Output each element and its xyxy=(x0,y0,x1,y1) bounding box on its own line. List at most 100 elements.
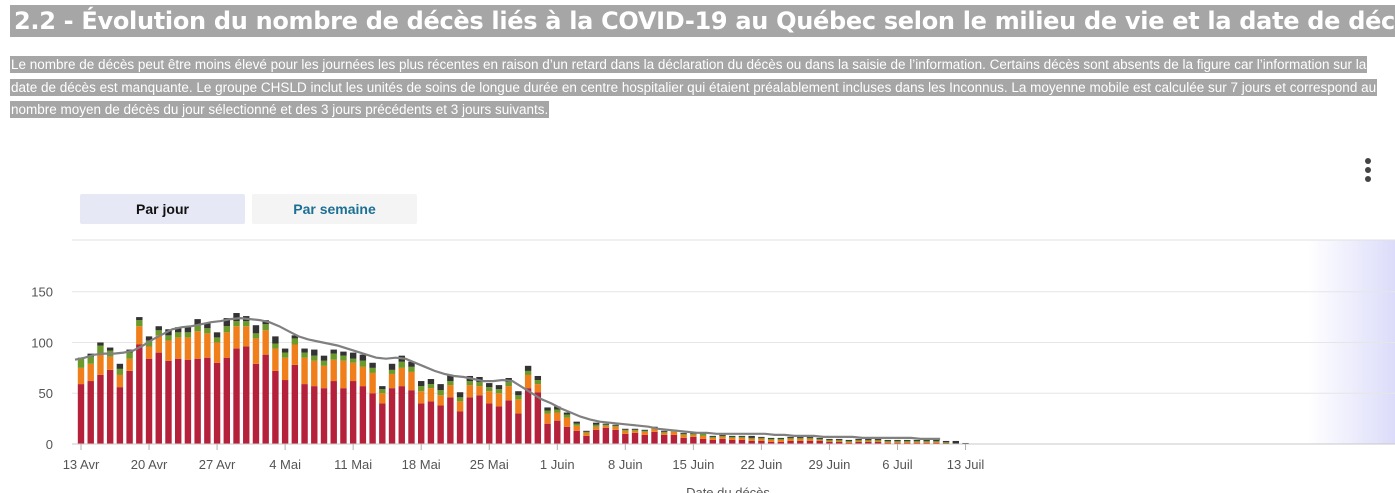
bar-segment-inconnu[interactable] xyxy=(787,436,794,438)
bar-segment-chsld[interactable] xyxy=(291,364,299,444)
bar-segment-autre[interactable] xyxy=(349,358,357,363)
bar-segment-rpa[interactable] xyxy=(379,393,386,404)
bar-segment-inconnu[interactable] xyxy=(797,436,804,438)
bar-segment-autre[interactable] xyxy=(797,437,804,439)
bar-segment-rpa[interactable] xyxy=(816,439,823,441)
bar-segment-inconnu[interactable] xyxy=(291,335,299,339)
bar-segment-rpa[interactable] xyxy=(719,436,726,439)
bar-segment-rpa[interactable] xyxy=(806,438,814,441)
bar-segment-autre[interactable] xyxy=(602,424,610,426)
bar-segment-inconnu[interactable] xyxy=(806,436,814,438)
bar-segment-chsld[interactable] xyxy=(486,403,493,444)
bar-segment-chsld[interactable] xyxy=(709,439,716,444)
bar-segment-rpa[interactable] xyxy=(97,353,104,375)
bar-segment-rpa[interactable] xyxy=(233,326,240,349)
bar-segment-chsld[interactable] xyxy=(243,346,250,444)
bar-segment-chsld[interactable] xyxy=(252,363,260,444)
bar-segment-inconnu[interactable] xyxy=(826,438,833,440)
bar-segment-inconnu[interactable] xyxy=(777,437,785,439)
bar-segment-rpa[interactable] xyxy=(398,367,405,387)
bar-segment-autre[interactable] xyxy=(534,380,542,385)
bar-segment-rpa[interactable] xyxy=(554,412,561,421)
bar-segment-rpa[interactable] xyxy=(204,333,211,358)
bar-segment-rpa[interactable] xyxy=(272,348,279,371)
bar-segment-autre[interactable] xyxy=(777,438,785,440)
bar-segment-rpa[interactable] xyxy=(126,358,133,371)
bar-segment-chsld[interactable] xyxy=(175,358,182,444)
bar-segment-inconnu[interactable] xyxy=(680,432,687,434)
bar-segment-rpa[interactable] xyxy=(155,335,162,353)
bar-segment-inconnu[interactable] xyxy=(602,423,610,425)
bar-segment-autre[interactable] xyxy=(77,358,85,368)
bar-segment-autre[interactable] xyxy=(845,440,853,442)
bar-segment-inconnu[interactable] xyxy=(709,435,716,437)
bar-segment-autre[interactable] xyxy=(524,370,532,375)
bar-segment-inconnu[interactable] xyxy=(97,342,104,346)
bar-segment-chsld[interactable] xyxy=(447,397,454,444)
bar-segment-autre[interactable] xyxy=(680,433,687,435)
bar-segment-rpa[interactable] xyxy=(175,337,182,359)
bar-segment-rpa[interactable] xyxy=(466,385,473,398)
bar-segment-chsld[interactable] xyxy=(388,388,396,444)
bar-segment-rpa[interactable] xyxy=(758,438,765,441)
bar-segment-inconnu[interactable] xyxy=(223,318,230,327)
bar-segment-inconnu[interactable] xyxy=(573,421,580,424)
bar-segment-chsld[interactable] xyxy=(904,442,911,444)
bar-segment-inconnu[interactable] xyxy=(233,313,240,322)
bar-segment-rpa[interactable] xyxy=(855,440,862,442)
bar-segment-inconnu[interactable] xyxy=(359,354,367,361)
bar-segment-autre[interactable] xyxy=(379,389,386,394)
bar-segment-chsld[interactable] xyxy=(661,434,668,444)
bar-segment-autre[interactable] xyxy=(806,437,814,439)
bar-segment-chsld[interactable] xyxy=(631,432,639,444)
bar-segment-rpa[interactable] xyxy=(670,431,678,435)
bar-segment-inconnu[interactable] xyxy=(592,422,600,425)
bar-segment-autre[interactable] xyxy=(418,386,425,392)
bar-segment-inconnu[interactable] xyxy=(408,361,415,367)
bar-segment-rpa[interactable] xyxy=(427,388,435,402)
bar-segment-inconnu[interactable] xyxy=(855,438,862,440)
bar-segment-chsld[interactable] xyxy=(806,440,814,444)
bar-segment-inconnu[interactable] xyxy=(661,430,668,432)
bar-segment-autre[interactable] xyxy=(233,321,240,327)
bar-segment-inconnu[interactable] xyxy=(155,326,162,331)
bar-segment-inconnu[interactable] xyxy=(554,406,561,410)
bar-segment-inconnu[interactable] xyxy=(748,435,755,438)
bar-segment-chsld[interactable] xyxy=(155,352,162,444)
bar-segment-inconnu[interactable] xyxy=(583,430,590,432)
bar-segment-inconnu[interactable] xyxy=(272,336,279,344)
bar-segment-chsld[interactable] xyxy=(281,380,289,444)
bar-segment-rpa[interactable] xyxy=(709,437,716,440)
bar-segment-chsld[interactable] xyxy=(835,441,843,444)
bar-segment-rpa[interactable] xyxy=(505,386,512,401)
bar-segment-autre[interactable] xyxy=(145,340,153,347)
bar-segment-rpa[interactable] xyxy=(534,384,542,393)
bar-segment-rpa[interactable] xyxy=(524,374,532,389)
bar-segment-autre[interactable] xyxy=(213,337,221,343)
bar-segment-autre[interactable] xyxy=(175,332,182,338)
bar-segment-inconnu[interactable] xyxy=(534,375,542,381)
kebab-menu-icon[interactable] xyxy=(1360,158,1376,184)
bar-segment-autre[interactable] xyxy=(661,431,668,433)
bar-segment-autre[interactable] xyxy=(563,414,571,418)
bar-segment-autre[interactable] xyxy=(699,433,707,436)
bar-segment-rpa[interactable] xyxy=(87,363,94,382)
bar-segment-rpa[interactable] xyxy=(777,439,785,442)
bar-segment-autre[interactable] xyxy=(388,369,396,374)
bar-segment-rpa[interactable] xyxy=(602,425,610,428)
bar-segment-rpa[interactable] xyxy=(291,344,299,365)
bar-segment-autre[interactable] xyxy=(136,320,143,327)
bar-segment-autre[interactable] xyxy=(573,423,580,426)
bar-segment-chsld[interactable] xyxy=(116,387,124,444)
bar-segment-rpa[interactable] xyxy=(699,435,707,439)
bar-segment-rpa[interactable] xyxy=(923,441,930,443)
bar-segment-chsld[interactable] xyxy=(748,440,755,444)
bar-segment-autre[interactable] xyxy=(330,353,337,360)
bar-segment-rpa[interactable] xyxy=(592,426,600,430)
bar-segment-inconnu[interactable] xyxy=(311,349,318,356)
bar-segment-rpa[interactable] xyxy=(835,440,843,442)
bar-segment-rpa[interactable] xyxy=(874,440,882,442)
bar-segment-chsld[interactable] xyxy=(515,413,522,444)
bar-segment-autre[interactable] xyxy=(427,384,435,389)
bar-segment-autre[interactable] xyxy=(272,343,279,349)
